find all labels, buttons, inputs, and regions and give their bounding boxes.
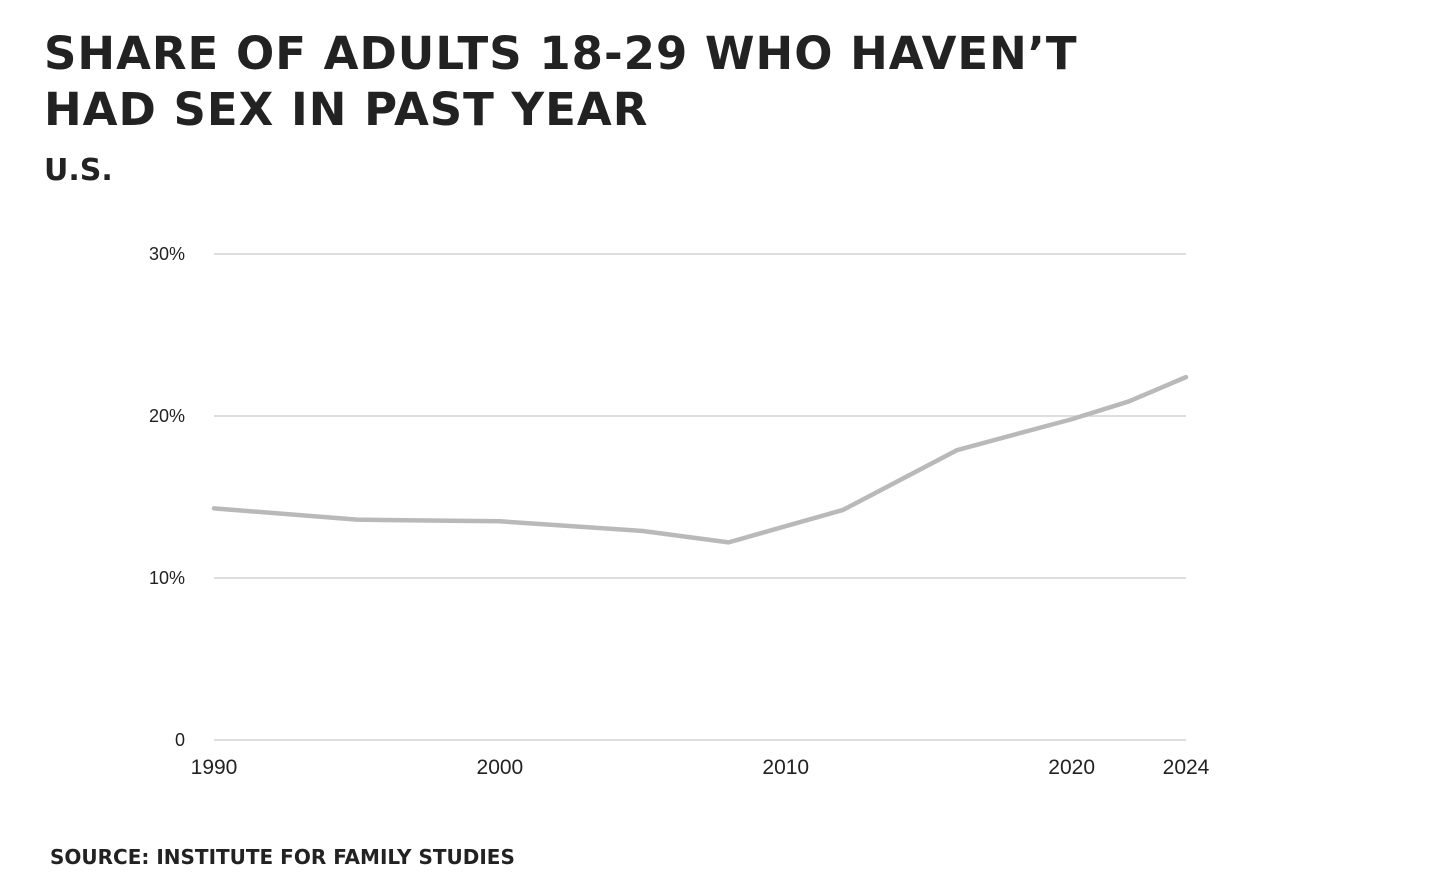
chart-subtitle: U.S. (44, 153, 113, 188)
y-axis-ticks: 0 10% 20% 30% (149, 244, 185, 750)
series-line (211, 374, 1189, 545)
chart-title: Share of adults 18-29 who haven’t had se… (44, 27, 1078, 136)
x-tick-label: 2010 (762, 756, 809, 779)
x-tick-label: 2020 (1048, 756, 1095, 779)
x-tick-label: 2024 (1163, 756, 1210, 779)
y-tick-label: 0 (175, 730, 185, 750)
series-layer (211, 374, 1189, 545)
x-tick-label: 2000 (477, 756, 524, 779)
y-tick-label: 30% (149, 244, 185, 264)
y-tick-label: 10% (149, 568, 185, 588)
source-note: Source: Institute for Family Studies (50, 845, 515, 869)
gridlines (214, 253, 1186, 741)
x-tick-label: 1990 (191, 756, 238, 779)
y-tick-label: 20% (149, 406, 185, 426)
x-axis-ticks: 1990 2000 2010 2020 2024 (191, 756, 1210, 779)
